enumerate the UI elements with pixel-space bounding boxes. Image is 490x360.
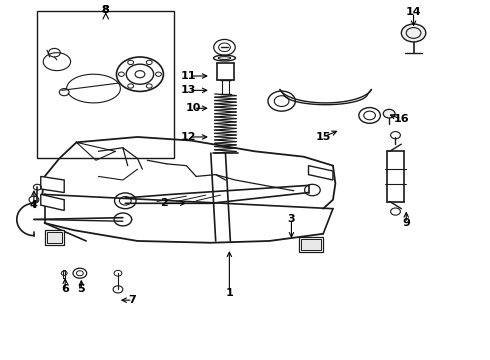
Circle shape	[383, 109, 395, 118]
Text: 8: 8	[102, 5, 110, 15]
Text: 15: 15	[316, 132, 331, 142]
Text: 6: 6	[61, 284, 69, 294]
Text: 13: 13	[181, 85, 196, 95]
Text: 1: 1	[225, 288, 233, 298]
Text: 16: 16	[393, 114, 409, 124]
Text: 3: 3	[288, 215, 295, 224]
Text: 11: 11	[181, 71, 196, 81]
Bar	[37, 12, 174, 158]
Text: 2: 2	[161, 198, 168, 208]
Text: 14: 14	[406, 7, 421, 17]
Polygon shape	[309, 166, 333, 180]
Polygon shape	[301, 239, 321, 250]
Text: 12: 12	[181, 132, 196, 142]
Text: 9: 9	[402, 218, 410, 228]
Circle shape	[135, 71, 145, 78]
Polygon shape	[45, 230, 64, 244]
Text: 4: 4	[30, 200, 38, 210]
Text: 5: 5	[77, 284, 85, 294]
Polygon shape	[299, 237, 323, 252]
Polygon shape	[41, 194, 64, 211]
Text: 10: 10	[186, 103, 201, 113]
Text: 7: 7	[129, 295, 137, 305]
Polygon shape	[47, 232, 62, 243]
Circle shape	[401, 24, 426, 42]
Text: 8: 8	[102, 5, 110, 15]
Polygon shape	[41, 176, 64, 193]
